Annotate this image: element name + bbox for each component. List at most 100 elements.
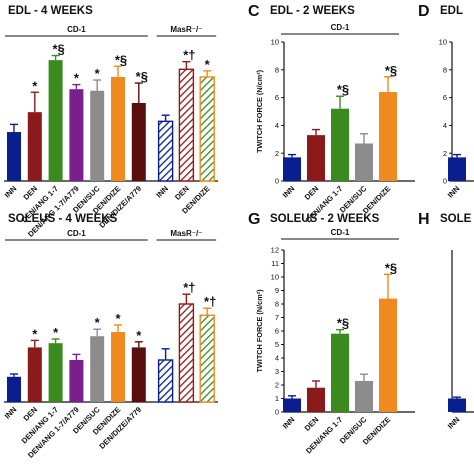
bar	[48, 60, 63, 181]
bar	[448, 157, 466, 181]
bar	[199, 76, 215, 182]
x-tick-label: INN	[281, 184, 297, 200]
y-tick-label: 0	[275, 408, 279, 417]
y-tick-label: 4	[275, 354, 279, 363]
bar	[111, 332, 125, 402]
y-tick-label: 0	[275, 177, 279, 186]
panel-letter-c: C	[248, 3, 260, 20]
bar	[69, 89, 84, 181]
y-tick-label: 2	[275, 381, 279, 390]
bar	[90, 336, 105, 402]
x-tick-label: INN	[3, 405, 19, 421]
panel-edl-2w: C EDL - 2 WEEKS 0 2 4 6 8 10 TWITCH FORCE (N/c…	[248, 3, 415, 224]
bar	[7, 376, 21, 402]
group-label: MasR⁻/⁻	[170, 25, 202, 34]
bar	[199, 314, 215, 403]
y-tick-label: 2	[443, 149, 447, 158]
group-label: CD-1	[331, 23, 350, 32]
y-tick-label: 12	[271, 246, 279, 255]
bar	[355, 380, 373, 412]
significance-marker: *	[32, 78, 38, 93]
panel-title-edl-4w: EDL - 4 WEEKS	[8, 5, 93, 17]
y-tick-label: 5	[275, 340, 279, 349]
group-label: CD-1	[67, 229, 86, 238]
x-tick-label: DEN	[22, 184, 40, 202]
significance-marker: *	[32, 326, 38, 341]
bar	[355, 143, 373, 181]
bar	[448, 398, 466, 412]
y-tick-label: 6	[275, 93, 279, 102]
panel-soleus-h: H SOLE INN	[418, 211, 474, 431]
bar	[7, 132, 21, 181]
y-tick-label: 8	[443, 65, 447, 74]
group-label: CD-1	[67, 25, 86, 34]
significance-marker: *§	[52, 42, 64, 57]
y-tick-label: 10	[439, 38, 447, 47]
significance-marker: *§	[337, 316, 349, 331]
y-tick-label: 4	[443, 121, 447, 130]
bar	[178, 303, 195, 403]
bar	[111, 76, 125, 181]
bar	[131, 347, 146, 402]
x-tick-label: DEN	[303, 415, 321, 433]
panel-soleus-4w: SOLEUS - 4 WEEKS INN*DEN*DEN/ANG 1-7DEN/…	[3, 213, 218, 460]
y-tick-label: 11	[271, 259, 279, 268]
y-tick-label: 1	[275, 394, 279, 403]
bar	[307, 135, 325, 181]
bar	[331, 108, 349, 181]
y-tick-label: 4	[275, 121, 279, 130]
bar	[331, 333, 349, 412]
x-tick-label: DEN	[303, 184, 321, 202]
group-label: CD-1	[331, 228, 350, 237]
panel-title-soleus-4w: SOLEUS - 4 WEEKS	[8, 213, 118, 225]
bar	[283, 157, 301, 181]
panel-title-edl-2w: EDL - 2 WEEKS	[270, 5, 355, 17]
bar	[131, 102, 146, 181]
y-tick-label: 10	[271, 38, 279, 47]
significance-marker: *§	[385, 260, 397, 275]
panel-title-soleus-2w: SOLEUS - 2 WEEKS	[270, 213, 380, 225]
y-tick-label: 3	[275, 367, 279, 376]
bar	[27, 112, 42, 181]
bar	[379, 92, 397, 181]
bar	[379, 298, 397, 412]
y-tick-label: 2	[275, 149, 279, 158]
significance-marker: *†	[183, 280, 195, 295]
y-tick-label: 10	[271, 273, 279, 282]
significance-marker: *	[95, 66, 101, 81]
y-tick-label: 0	[443, 177, 447, 186]
x-tick-label: INN	[446, 415, 462, 431]
bar	[27, 347, 42, 402]
significance-marker: *§	[337, 82, 349, 97]
significance-marker: *§	[136, 69, 148, 84]
y-tick-label: 6	[443, 93, 447, 102]
y-axis-label: TWITCH FORCE (N/cm²)	[255, 69, 264, 153]
significance-marker: *	[95, 315, 101, 330]
panel-soleus-2w: G SOLEUS - 2 WEEKS 0123456789101112TWITC…	[248, 211, 415, 455]
bar	[178, 68, 195, 182]
x-tick-label: INN	[281, 415, 297, 431]
significance-marker: *§	[385, 63, 397, 78]
group-label: MasR⁻/⁻	[170, 229, 202, 238]
significance-marker: *	[74, 71, 80, 86]
plot-edl-d: 0 2 4 6 8 10 INN	[439, 38, 474, 200]
x-tick-label: INN	[154, 184, 170, 200]
panel-letter-h: H	[418, 211, 430, 228]
y-tick-label: 6	[275, 327, 279, 336]
plot-edl-4w: INN*DEN*§DEN/ANG 1-7*DEN/ANG 1-7/A779*DE…	[3, 25, 218, 239]
x-tick-label: DEN	[22, 405, 40, 423]
bar	[90, 90, 105, 181]
panel-edl-4w: EDL - 4 WEEKS INN*DEN*§DEN/ANG 1-7*DEN/A…	[3, 5, 218, 239]
bar	[307, 387, 325, 412]
panel-title-soleus-h: SOLE	[440, 213, 472, 225]
bar	[69, 360, 84, 402]
significance-marker: *	[115, 311, 121, 326]
plot-soleus-h: INN	[446, 250, 474, 431]
significance-marker: *†	[204, 294, 216, 309]
y-tick-label: 7	[275, 313, 279, 322]
x-tick-label: DEN	[173, 184, 191, 202]
panel-letter-g: G	[248, 211, 260, 228]
